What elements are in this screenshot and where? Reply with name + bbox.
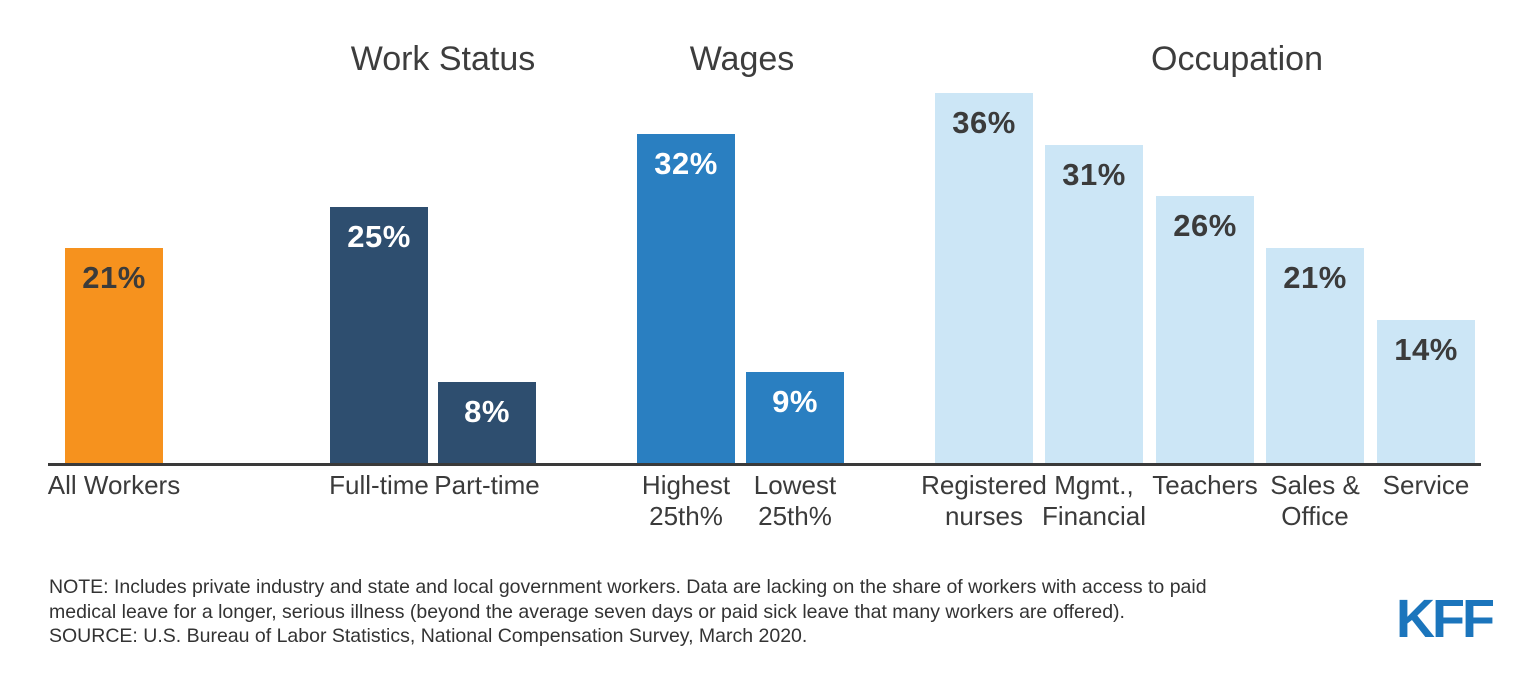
category-label-line: Highest bbox=[641, 470, 731, 500]
category-label-part-time: Part-time bbox=[434, 470, 539, 501]
category-label-line: Financial bbox=[1041, 501, 1147, 531]
category-label-line: Lowest bbox=[753, 470, 837, 500]
bar-registered-nurses: 36% bbox=[935, 93, 1033, 465]
bar-highest-25th: 32% bbox=[637, 134, 735, 465]
category-label-line: All Workers bbox=[47, 470, 181, 500]
footnote: NOTE: Includes private industry and stat… bbox=[49, 575, 1207, 649]
category-label-line: Mgmt., bbox=[1054, 470, 1134, 500]
category-label-lowest-25th: Lowest 25th% bbox=[754, 470, 836, 532]
bar-mgmt-financial: 31% bbox=[1045, 145, 1143, 465]
bar-teachers: 26% bbox=[1156, 196, 1254, 465]
footnote-line-3: SOURCE: U.S. Bureau of Labor Statistics,… bbox=[49, 625, 808, 647]
category-label-line: 25th% bbox=[649, 501, 723, 531]
category-label-service: Service bbox=[1383, 470, 1470, 501]
category-label-sales-office: Sales & Office bbox=[1270, 470, 1360, 532]
category-label-full-time: Full-time bbox=[329, 470, 429, 501]
category-label-teachers: Teachers bbox=[1152, 470, 1258, 501]
kff-logo: KFF bbox=[1396, 589, 1495, 649]
bar-part-time: 8% bbox=[438, 382, 536, 465]
value-label-highest-25th: 32% bbox=[654, 146, 718, 181]
category-label-all-workers: All Workers bbox=[48, 470, 180, 501]
bar-lowest-25th: 9% bbox=[746, 372, 844, 465]
category-label-mgmt-financial: Mgmt., Financial bbox=[1042, 470, 1146, 532]
value-label-full-time: 25% bbox=[347, 219, 411, 254]
group-title-wages: Wages bbox=[689, 40, 795, 78]
category-label-line: Sales & bbox=[1270, 470, 1360, 500]
value-label-part-time: 8% bbox=[464, 394, 510, 429]
bar-service: 14% bbox=[1377, 320, 1475, 465]
value-label-registered-nurses: 36% bbox=[952, 105, 1016, 140]
group-title-work-status: Work Status bbox=[350, 40, 536, 78]
value-label-teachers: 26% bbox=[1173, 208, 1237, 243]
bar-sales-office: 21% bbox=[1266, 248, 1364, 465]
value-label-lowest-25th: 9% bbox=[772, 384, 818, 419]
value-label-service: 14% bbox=[1394, 332, 1458, 367]
category-label-line: nurses bbox=[944, 501, 1024, 531]
footnote-line-1: NOTE: Includes private industry and stat… bbox=[49, 576, 1207, 598]
x-axis-line bbox=[48, 463, 1481, 466]
category-label-line: Part-time bbox=[434, 470, 540, 500]
category-label-line: Full-time bbox=[329, 470, 429, 500]
footnote-line-2: medical leave for a longer, serious illn… bbox=[49, 600, 1125, 623]
category-label-line: Teachers bbox=[1152, 470, 1258, 500]
category-label-line: 25th% bbox=[758, 501, 832, 531]
value-label-mgmt-financial: 31% bbox=[1062, 157, 1126, 192]
category-label-line: Service bbox=[1382, 470, 1470, 500]
category-label-line: Registered bbox=[921, 470, 1047, 500]
category-label-highest-25th: Highest 25th% bbox=[642, 470, 730, 532]
value-label-sales-office: 21% bbox=[1283, 260, 1347, 295]
category-label-registered-nurses: Registered nurses bbox=[921, 470, 1047, 532]
category-label-line: Office bbox=[1281, 501, 1349, 531]
value-label-all-workers: 21% bbox=[82, 260, 146, 295]
bar-full-time: 25% bbox=[330, 207, 428, 465]
group-title-occupation: Occupation bbox=[1151, 40, 1323, 78]
bar-all-workers: 21% bbox=[65, 248, 163, 465]
